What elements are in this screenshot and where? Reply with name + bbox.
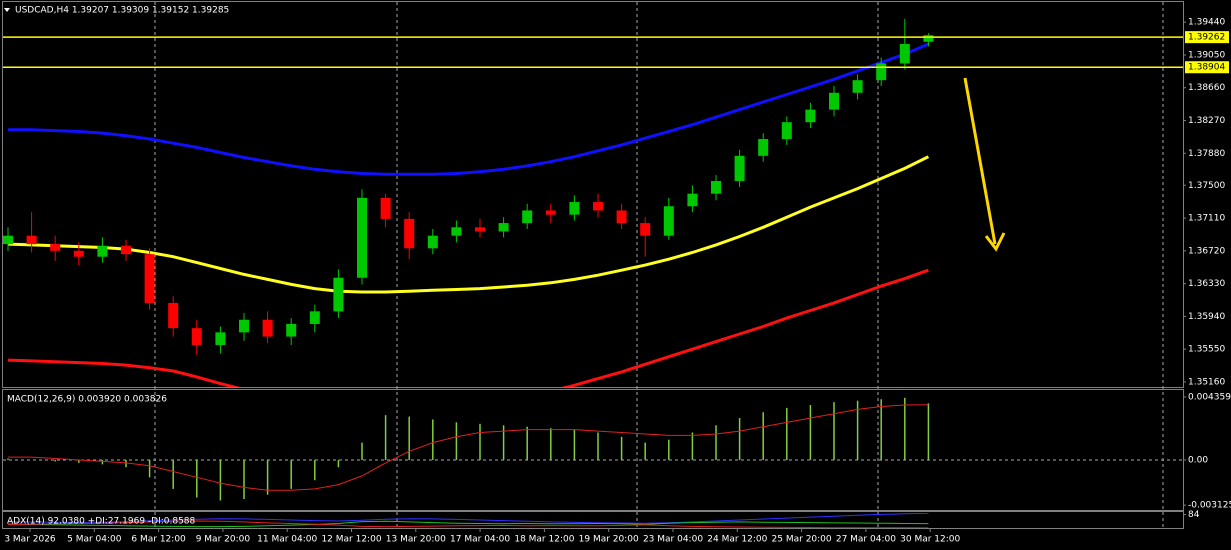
candle-body (191, 328, 202, 345)
price-level-label: 1.38904 (1188, 63, 1225, 73)
candle-body (239, 319, 249, 333)
adx-plot (7, 513, 929, 528)
candle-body (758, 139, 769, 156)
adx-line (7, 513, 929, 524)
candle-body (451, 227, 462, 236)
y-tick-label: 1.38660 (1188, 83, 1225, 93)
moving-average (8, 42, 929, 176)
candle-body (569, 202, 580, 215)
adx-line (7, 520, 929, 528)
price-plot (3, 18, 934, 387)
y-tick-label: 1.36330 (1188, 279, 1225, 289)
candle-body (876, 63, 887, 81)
x-tick-label: 19 Mar 20:00 (579, 535, 639, 545)
plot-layer: 1.39440 1.39050 1.38660 1.38270 1.37880 1.375… (3, 18, 1231, 545)
x-tick-label: 12 Mar 12:00 (321, 535, 381, 545)
candle-body (427, 235, 438, 249)
x-tick-label: 30 Mar 12:00 (900, 535, 960, 545)
candle-body (805, 109, 816, 123)
trend-arrow (963, 77, 1006, 252)
candle-body (781, 122, 792, 140)
y-tick-label: 1.36720 (1188, 246, 1225, 256)
y-tick-label: 84 (1188, 510, 1200, 520)
moving-average (7, 155, 930, 294)
candle-body (663, 206, 674, 236)
y-tick-label: 1.37500 (1188, 181, 1225, 191)
candle-body (357, 197, 367, 278)
moving-average (7, 268, 929, 387)
candle-body (640, 223, 651, 236)
macd-plot (3, 397, 1183, 501)
x-tick-label: 11 Mar 04:00 (257, 535, 317, 545)
candle-body (168, 302, 179, 329)
candle-body (687, 193, 698, 207)
chart-title: USDCAD,H4 1.39207 1.39309 1.39152 1.3928… (15, 6, 229, 16)
price-level-box (1185, 61, 1229, 74)
candle-body (711, 181, 721, 194)
y-tick-label: 1.38270 (1188, 116, 1225, 126)
candle-body (26, 235, 37, 245)
candle-body (616, 210, 627, 224)
x-tick-label: 5 Mar 04:00 (67, 535, 122, 545)
price-level-label: 1.39262 (1188, 33, 1225, 43)
x-tick-label: 6 Mar 12:00 (131, 535, 186, 545)
candle-body (734, 155, 745, 182)
y-tick-label: 0.00 (1188, 455, 1208, 465)
x-tick-label: 13 Mar 20:00 (386, 535, 446, 545)
y-tick-label: 1.37880 (1188, 149, 1225, 159)
x-tick-label: 18 Mar 12:00 (514, 535, 574, 545)
x-tick-label: 25 Mar 20:00 (772, 535, 832, 545)
candle-body (50, 244, 61, 251)
y-tick-label: -0.003125 (1188, 501, 1231, 511)
y-tick-label: 0.004359 (1188, 392, 1231, 402)
candle-body (498, 223, 509, 232)
candle-body (545, 210, 556, 215)
x-tick-label: 9 Mar 20:00 (196, 535, 251, 545)
candle-body (262, 319, 273, 337)
candle-body (852, 80, 863, 93)
x-tick-label: 24 Mar 12:00 (707, 535, 767, 545)
candle-body (829, 92, 839, 110)
candle-body (333, 277, 344, 312)
candle-body (97, 245, 108, 257)
candle-body (380, 197, 391, 219)
x-tick-label: 17 Mar 04:00 (450, 535, 510, 545)
candle-body (593, 202, 603, 211)
candle-body (144, 254, 155, 303)
candle-body (73, 250, 84, 257)
adx-title: ADX(14) 92.0380 +DI:27.1969 -DI:0.8588 (7, 517, 196, 527)
menu-triangle[interactable] (4, 8, 10, 12)
vertical-separators (154, 2, 1164, 528)
x-tick-label: 23 Mar 04:00 (643, 535, 703, 545)
macd-title: MACD(12,26,9) 0.003920 0.003826 (7, 395, 167, 405)
candle-body (522, 210, 533, 224)
x-tick-label: 3 Mar 2026 (4, 535, 56, 545)
y-tick-label: 1.35160 (1188, 377, 1225, 387)
y-tick-label: 1.37110 (1188, 214, 1225, 224)
candle-body (3, 235, 13, 245)
candle-body (121, 245, 131, 255)
price-level-box (1185, 31, 1229, 44)
x-tick-label: 27 Mar 04:00 (836, 535, 896, 545)
y-tick-label: 1.39440 (1188, 18, 1225, 28)
y-tick-label: 1.39050 (1188, 50, 1225, 60)
candle-body (286, 323, 297, 337)
macd-signal (8, 404, 929, 491)
candle-body (923, 35, 934, 42)
candle-body (309, 311, 320, 324)
y-tick-label: 1.35550 (1188, 345, 1225, 355)
panel-frames (2, 1, 1184, 529)
y-tick-label: 1.35940 (1188, 312, 1225, 322)
candle-body (404, 218, 415, 249)
candle-body (475, 227, 485, 232)
candle-body (899, 44, 910, 64)
adx-line (7, 520, 929, 528)
candle-body (215, 332, 226, 345)
